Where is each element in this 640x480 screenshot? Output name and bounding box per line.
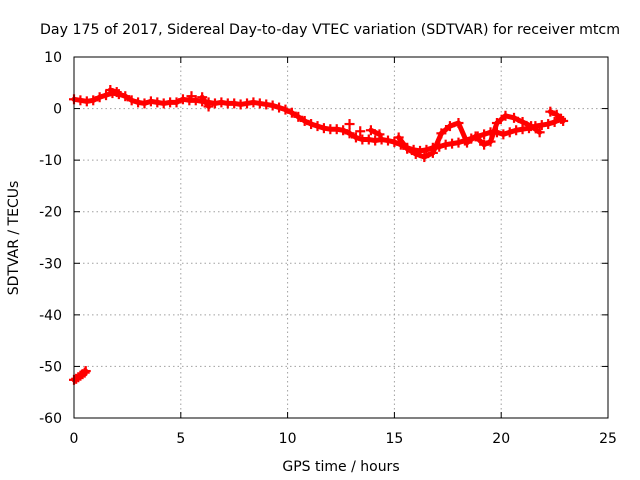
plot-frame [73, 56, 609, 419]
ticks: 0 5 10 15 20 25 10 0 -10 -20 -30 -40 -50 -60 [39, 50, 617, 447]
y-tick-label: -60 [39, 411, 62, 427]
data-point [186, 91, 197, 102]
y-tick-label: -50 [39, 359, 62, 375]
x-tick-label: 25 [599, 431, 617, 447]
data-points [69, 85, 569, 385]
chart-title: Day 175 of 2017, Sidereal Day-to-day VTE… [40, 22, 620, 38]
y-tick-label: -10 [39, 153, 62, 169]
grid [74, 57, 608, 418]
y-tick-label: -20 [39, 205, 62, 221]
y-axis-label: SDTVAR / TECUs [6, 181, 22, 296]
data-point [203, 101, 214, 112]
data-point-trail [455, 120, 470, 146]
x-tick-label: 5 [176, 431, 185, 447]
x-tick-label: 15 [385, 431, 403, 447]
data-point [344, 119, 355, 130]
data-point-trail [430, 130, 444, 156]
data-point [558, 115, 569, 126]
data-point [80, 366, 91, 377]
y-tick-label: -30 [39, 256, 62, 272]
x-tick-label: 20 [492, 431, 510, 447]
x-tick-label: 10 [279, 431, 297, 447]
x-axis-label: GPS time / hours [282, 459, 399, 475]
y-tick-label: -40 [39, 308, 62, 324]
data-point [534, 127, 545, 138]
y-tick-label: 0 [53, 102, 62, 118]
y-tick-label: 10 [44, 50, 62, 66]
data-point [374, 129, 385, 140]
data-point [355, 126, 366, 137]
data-point [111, 87, 122, 98]
x-tick-label: 0 [70, 431, 79, 447]
